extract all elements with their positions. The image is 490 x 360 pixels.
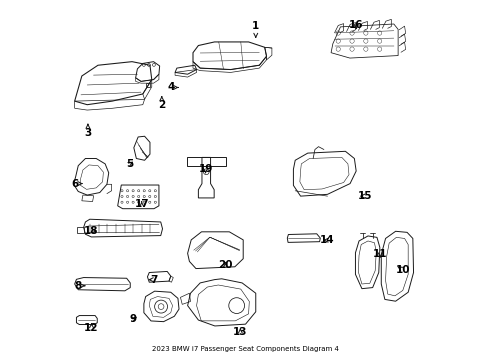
- Text: 3: 3: [84, 124, 92, 138]
- Text: 20: 20: [218, 260, 233, 270]
- Text: 1: 1: [252, 21, 259, 37]
- Text: 5: 5: [126, 159, 133, 169]
- Text: 13: 13: [233, 327, 247, 337]
- Text: 17: 17: [134, 199, 149, 210]
- Text: 6: 6: [72, 179, 82, 189]
- Text: 11: 11: [373, 248, 388, 258]
- Text: 4: 4: [168, 82, 178, 93]
- Text: 2023 BMW i7 Passenger Seat Components Diagram 4: 2023 BMW i7 Passenger Seat Components Di…: [151, 346, 339, 352]
- Text: 16: 16: [349, 20, 364, 30]
- Text: 12: 12: [84, 323, 99, 333]
- Text: 7: 7: [149, 275, 157, 285]
- Text: 8: 8: [74, 281, 85, 291]
- Text: 19: 19: [198, 164, 213, 174]
- Text: 14: 14: [320, 235, 335, 245]
- Text: 18: 18: [84, 226, 99, 236]
- Text: 2: 2: [158, 96, 166, 110]
- Text: 9: 9: [129, 314, 137, 324]
- Text: 10: 10: [395, 265, 410, 275]
- Text: 15: 15: [358, 191, 372, 201]
